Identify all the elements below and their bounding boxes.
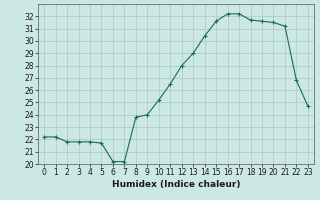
X-axis label: Humidex (Indice chaleur): Humidex (Indice chaleur): [112, 180, 240, 189]
